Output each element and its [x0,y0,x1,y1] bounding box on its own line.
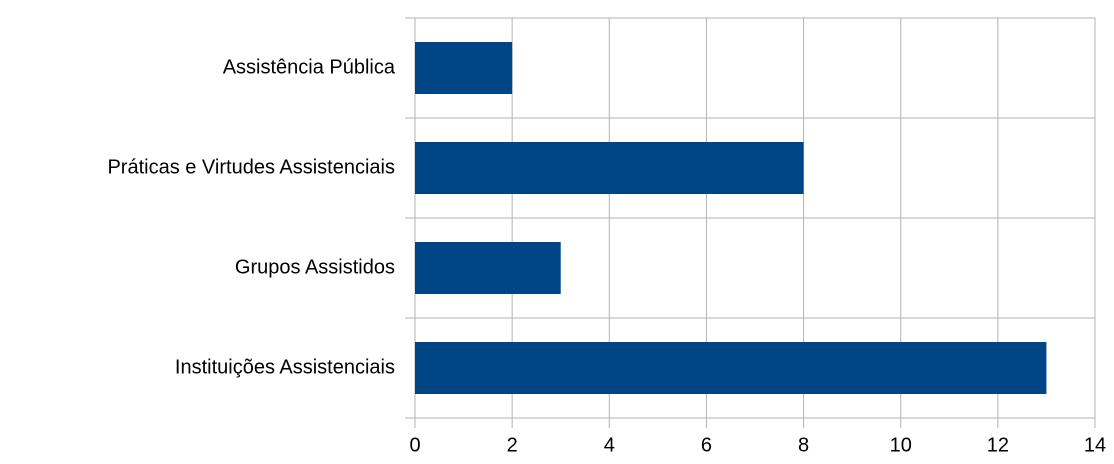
y-tick-label: Instituições Assistenciais [175,356,395,378]
bar [415,142,804,194]
x-tick-label: 14 [1084,434,1106,456]
x-tick-label: 4 [604,434,615,456]
y-tick-label: Práticas e Virtudes Assistenciais [107,156,395,178]
x-tick-label: 2 [507,434,518,456]
x-tick-label: 10 [890,434,912,456]
x-tick-label: 0 [409,434,420,456]
x-tick-label: 8 [798,434,809,456]
bar [415,242,561,294]
y-tick-label: Assistência Pública [223,56,396,78]
x-tick-label: 6 [701,434,712,456]
x-tick-label: 12 [987,434,1009,456]
y-tick-label: Grupos Assistidos [235,256,395,278]
bar [415,42,513,94]
bar [415,342,1047,394]
